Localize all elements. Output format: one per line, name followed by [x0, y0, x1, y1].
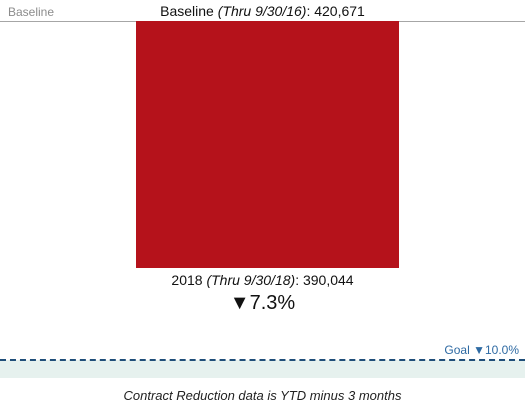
current-period: (Thru 9/30/18)	[206, 272, 296, 288]
goal-band	[0, 360, 525, 378]
current-year: 2018	[171, 272, 203, 288]
goal-label: Goal ▼10.0%	[444, 343, 519, 357]
current-value: 390,044	[302, 272, 354, 288]
footnote: Contract Reduction data is YTD minus 3 m…	[123, 388, 402, 403]
bar-2018	[136, 21, 399, 268]
current-label: 2018 (Thru 9/30/18): 390,044	[171, 272, 354, 288]
baseline-header: Baseline (Thru 9/30/16): 420,671	[160, 3, 365, 19]
baseline-tag: Baseline	[8, 5, 55, 19]
change-percent-label: ▼7.3%	[229, 292, 296, 314]
baseline-label: Baseline	[160, 3, 214, 19]
baseline-value: 420,671	[314, 3, 365, 19]
goal-line	[0, 359, 525, 361]
baseline-period: (Thru 9/30/16)	[217, 3, 307, 19]
